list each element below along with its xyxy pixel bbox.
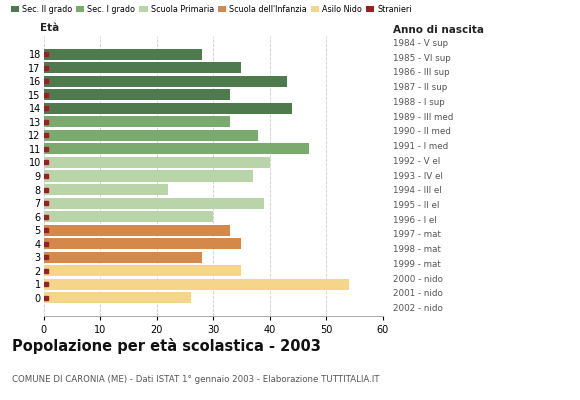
Text: 2001 - nido: 2001 - nido [393,289,443,298]
Bar [44,157,270,168]
Text: 1988 - I sup: 1988 - I sup [393,98,445,107]
Bar [44,49,202,60]
Text: Popolazione per età scolastica - 2003: Popolazione per età scolastica - 2003 [12,338,321,354]
Legend: Sec. II grado, Sec. I grado, Scuola Primaria, Scuola dell'Infanzia, Asilo Nido, : Sec. II grado, Sec. I grado, Scuola Prim… [10,4,413,15]
Bar [44,103,292,114]
Text: 2000 - nido: 2000 - nido [393,275,443,284]
Text: Età: Età [40,23,59,33]
Text: 1987 - II sup: 1987 - II sup [393,83,448,92]
Bar [44,252,202,263]
Text: 1985 - VI sup: 1985 - VI sup [393,54,451,63]
Text: 1984 - V sup: 1984 - V sup [393,39,448,48]
Text: 1992 - V el: 1992 - V el [393,157,441,166]
Bar [44,279,349,290]
Bar [44,265,241,276]
Text: 1991 - I med: 1991 - I med [393,142,448,151]
Text: 1998 - mat: 1998 - mat [393,245,441,254]
Text: 2002 - nido: 2002 - nido [393,304,443,313]
Bar [44,89,230,100]
Bar [44,198,264,208]
Text: 1989 - III med: 1989 - III med [393,112,454,122]
Text: 1997 - mat: 1997 - mat [393,230,441,240]
Bar [44,62,241,73]
Bar [44,238,241,249]
Text: 1993 - IV el: 1993 - IV el [393,172,443,180]
Bar [44,116,230,128]
Bar [44,130,258,141]
Bar [44,76,287,87]
Text: 1996 - I el: 1996 - I el [393,216,437,225]
Bar [44,224,230,236]
Bar [44,211,213,222]
Text: Anno di nascita: Anno di nascita [393,25,484,35]
Text: 1994 - III el: 1994 - III el [393,186,442,195]
Bar [44,144,309,154]
Bar [44,184,168,195]
Bar [44,170,253,182]
Text: COMUNE DI CARONIA (ME) - Dati ISTAT 1° gennaio 2003 - Elaborazione TUTTITALIA.IT: COMUNE DI CARONIA (ME) - Dati ISTAT 1° g… [12,375,379,384]
Text: 1986 - III sup: 1986 - III sup [393,68,450,77]
Text: 1990 - II med: 1990 - II med [393,127,451,136]
Bar [44,292,190,303]
Text: 1995 - II el: 1995 - II el [393,201,440,210]
Text: 1999 - mat: 1999 - mat [393,260,441,269]
